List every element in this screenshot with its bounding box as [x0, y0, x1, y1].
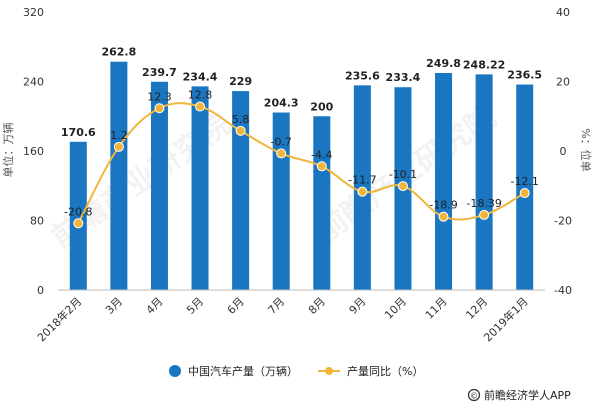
yoy-point[interactable] — [154, 103, 165, 114]
yoy-data-label: 1.2 — [110, 129, 128, 142]
yoy-point[interactable] — [235, 125, 246, 136]
bar-production[interactable] — [272, 112, 290, 290]
yoy-data-label: -4.4 — [311, 148, 332, 161]
legend-line-dot — [325, 367, 333, 375]
x-tick-label: 5月 — [184, 295, 206, 317]
yoy-point[interactable] — [519, 188, 530, 199]
yoy-point[interactable] — [113, 141, 124, 152]
yoy-data-label: -10.1 — [389, 168, 417, 181]
copyright-icon — [467, 388, 481, 402]
bar-production[interactable] — [313, 116, 331, 290]
x-tick-label: 3月 — [103, 295, 125, 317]
yoy-data-label: 12.3 — [147, 90, 172, 103]
bar-data-label: 204.3 — [264, 97, 299, 110]
legend-bar-marker — [169, 365, 181, 377]
legend-line-label: 产量同比（%） — [347, 364, 423, 378]
x-tick-label: 4月 — [144, 295, 166, 317]
x-tick-label: 11月 — [423, 295, 450, 322]
y-right-tick-label: 0 — [560, 145, 567, 158]
bar-production[interactable] — [150, 81, 168, 291]
source-badge: © 前瞻经济学人APP — [467, 388, 571, 402]
yoy-data-label: -18.9 — [429, 199, 457, 212]
yoy-point[interactable] — [479, 209, 490, 220]
bar-data-label: 229 — [229, 75, 252, 88]
bar-data-label: 248.22 — [463, 58, 505, 71]
x-tick-label: 8月 — [306, 295, 328, 317]
bar-data-label: 249.8 — [426, 57, 461, 70]
copyright-glyph: © — [470, 392, 478, 401]
yoy-data-label: -0.7 — [270, 135, 291, 148]
x-tick-label: 7月 — [265, 295, 287, 317]
x-tick-label: 10月 — [382, 295, 409, 322]
x-tick-label: 6月 — [225, 295, 247, 317]
yoy-point[interactable] — [357, 186, 368, 197]
yoy-data-label: 5.8 — [232, 113, 250, 126]
yoy-point[interactable] — [397, 181, 408, 192]
y-right-tick-label: 40 — [556, 6, 570, 19]
y-right-tick-label: 20 — [556, 76, 570, 89]
bar-data-label: 170.6 — [61, 126, 96, 139]
yoy-point[interactable] — [316, 161, 327, 172]
x-tick-label: 2019年1月 — [481, 294, 531, 344]
y-left-tick-label: 80 — [30, 215, 44, 228]
bar-production[interactable] — [191, 86, 209, 291]
y-right-tick-label: -20 — [554, 215, 572, 228]
bar-data-label: 262.8 — [101, 46, 136, 59]
yoy-point[interactable] — [73, 218, 84, 229]
source-text: 前瞻经济学人APP — [484, 388, 571, 402]
bar-production[interactable] — [516, 84, 534, 291]
bar-data-label: 236.5 — [507, 69, 542, 82]
bar-data-label: 200 — [310, 100, 333, 113]
yoy-data-label: -11.7 — [348, 174, 376, 187]
bar-production[interactable] — [232, 91, 250, 291]
bar-data-label: 233.4 — [386, 71, 421, 84]
yoy-data-label: -18.39 — [466, 197, 501, 210]
y-left-tick-label: 320 — [23, 6, 44, 19]
x-tick-label: 12月 — [463, 295, 490, 322]
bar-data-label: 234.4 — [183, 70, 218, 83]
bar-production[interactable] — [69, 141, 87, 290]
y-left-axis-title: 单位：万辆 — [1, 123, 15, 178]
bar-data-label: 239.7 — [142, 66, 177, 79]
y-right-tick-label: -40 — [554, 284, 572, 297]
bar-data-label: 235.6 — [345, 69, 380, 82]
y-left-tick-label: 0 — [37, 284, 44, 297]
bar-production[interactable] — [475, 74, 493, 290]
legend: 中国汽车产量（万辆） 产量同比（%） — [169, 364, 423, 378]
yoy-point[interactable] — [276, 148, 287, 159]
bar-production[interactable] — [435, 72, 453, 290]
yoy-data-label: -20.8 — [64, 205, 92, 218]
yoy-point[interactable] — [195, 101, 206, 112]
x-tick-label: 9月 — [347, 295, 369, 317]
y-left-tick-label: 160 — [23, 145, 44, 158]
x-tick-label: 2018年2月 — [34, 294, 84, 344]
bar-production[interactable] — [110, 61, 128, 290]
yoy-data-label: -12.1 — [510, 175, 538, 188]
y-right-axis-title: %：位单 — [579, 128, 593, 171]
yoy-data-label: 12.8 — [188, 89, 213, 102]
y-left-tick-label: 240 — [23, 76, 44, 89]
yoy-point[interactable] — [438, 211, 449, 222]
legend-bar-label: 中国汽车产量（万辆） — [188, 364, 298, 378]
